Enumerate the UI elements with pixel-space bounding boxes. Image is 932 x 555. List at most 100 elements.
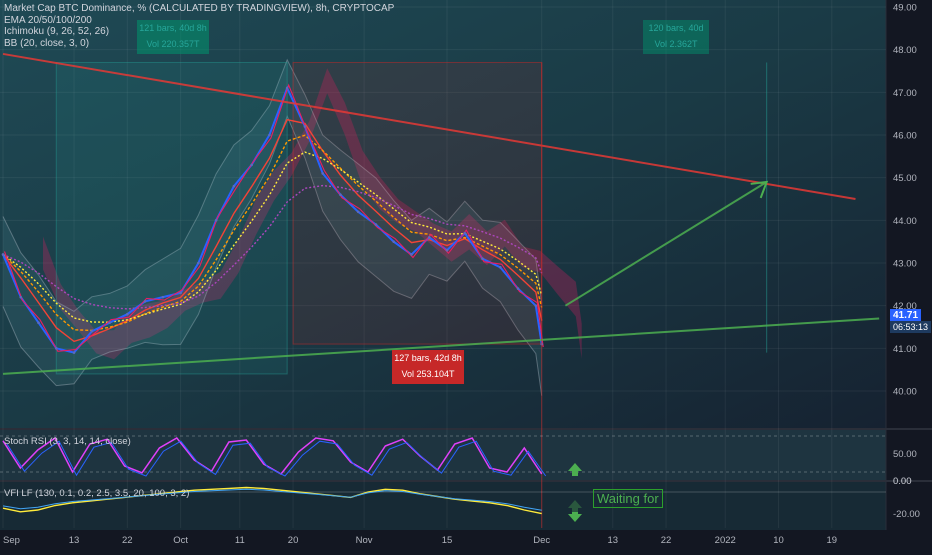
price-point (339, 193, 342, 197)
price-point (90, 329, 94, 333)
vfi-axis-tick-label: -20.00 (893, 509, 920, 520)
time-axis-tick-label: Dec (533, 535, 550, 546)
price-point (19, 295, 23, 299)
price-point (427, 236, 431, 239)
measure-box-3-vol: Vol 2.362T (654, 39, 698, 49)
price-point (463, 231, 467, 235)
ichimoku-cloud-area (43, 68, 582, 360)
vfi-pane: 0.00 -20.00 (0, 476, 920, 522)
ema-200-line (2, 184, 543, 310)
chart-title[interactable]: Market Cap BTC Dominance, % (CALCULATED … (4, 3, 395, 14)
price-point (54, 347, 58, 350)
price-point (250, 163, 253, 167)
time-axis-tick-label: Nov (356, 535, 373, 546)
measure-box-2[interactable]: 127 bars, 42d 8h Vol 253.104T (392, 350, 464, 384)
trendline-projection-arrow (564, 181, 768, 307)
measure-box-1-label: 121 bars, 40d 8h (139, 23, 207, 33)
arrow-up-icon (568, 500, 582, 513)
price-axis-tick-label: 49.00 (893, 3, 917, 14)
price-point (481, 257, 484, 261)
stoch-d-line (6, 440, 547, 477)
last-price-tag: 41.71 (890, 309, 922, 322)
price-point (410, 253, 413, 256)
price-point (197, 261, 200, 265)
time-axis-tick-label: 20 (288, 535, 299, 546)
axis-background (886, 0, 932, 550)
price-point (1, 253, 5, 256)
time-axis[interactable]: Sep 13 22 Oct 11 20 Nov 15 Dec 13 22 2022 10 19 (3, 535, 837, 546)
arrow-up-icon (568, 463, 582, 476)
price-axis-tick-label: 48.00 (893, 45, 917, 56)
arrow-down-icon (568, 512, 582, 522)
bollinger-upper (2, 58, 543, 312)
price-line-overlay (3, 83, 544, 352)
price-axis[interactable]: 49.00 48.00 47.00 46.00 45.00 44.00 43.00 42.00… (893, 3, 917, 398)
time-axis-tick-label: Oct (173, 535, 188, 546)
price-axis-tick-label: 43.00 (893, 259, 917, 270)
time-axis-tick-label: 19 (827, 535, 838, 546)
price-point (516, 287, 520, 290)
ichimoku-cloud (43, 68, 582, 360)
measure-box-2-vol: Vol 253.104T (401, 369, 455, 379)
projection-arrow-head (750, 180, 769, 199)
time-axis-tick-label: Sep (3, 535, 20, 546)
price-point (321, 172, 324, 175)
measure-box-1[interactable]: 121 bars, 40d 8h Vol 220.357T (137, 20, 209, 54)
measure-box-3[interactable]: 120 bars, 40d Vol 2.362T (643, 20, 709, 54)
indicator-ema-label[interactable]: EMA 20/50/100/200 (4, 14, 92, 26)
measure-range-1 (55, 61, 288, 375)
price-point (268, 133, 271, 137)
price-axis-tick-label: 40.00 (893, 387, 917, 398)
ema-lines (2, 118, 543, 343)
vfi-annotation[interactable]: Waiting for (593, 489, 663, 508)
time-axis-tick-label: 11 (235, 535, 245, 546)
vfi-signal-line (2, 488, 542, 511)
stoch-axis-tick-label: 50.00 (893, 449, 917, 460)
trendlines[interactable] (2, 52, 880, 528)
time-axis-tick-label: 10 (773, 535, 784, 546)
price-axis-tick-label: 42.00 (893, 301, 917, 312)
stoch-axis-tick-label: 0.00 (893, 476, 912, 487)
price-point (37, 321, 40, 325)
trendline-support (2, 317, 880, 375)
price-point (108, 321, 111, 325)
price-point (303, 125, 307, 128)
price-axis-tick-label: 45.00 (893, 173, 917, 184)
vfi-label[interactable]: VFI LF (130, 0.1, 0.2, 2.5, 3.5, 20, 100… (4, 488, 190, 499)
indicator-ichimoku-label[interactable]: Ichimoku (9, 26, 52, 26) (4, 26, 110, 37)
price-point (72, 351, 76, 354)
price-point (285, 86, 289, 90)
price-axis-tick-label: 41.00 (893, 344, 917, 355)
price-point (356, 210, 360, 214)
time-axis-tick-label: 2022 (715, 535, 736, 546)
bollinger-fill (3, 59, 542, 396)
countdown-tag: 06:53:13 (890, 321, 932, 333)
price-point (374, 223, 378, 226)
price-point (179, 291, 182, 295)
price-point (161, 295, 165, 299)
price-point (498, 265, 502, 269)
price-axis-tick-label: 47.00 (893, 88, 917, 99)
price-point (392, 240, 396, 243)
time-axis-tick-label: 13 (607, 535, 618, 546)
price-point (232, 184, 236, 188)
stoch-rsi-label[interactable]: Stoch RSI (3, 3, 14, 14, close) (4, 436, 131, 447)
price-axis-tick-label: 46.00 (893, 131, 917, 142)
time-axis-tick-label: 13 (69, 535, 80, 546)
stoch-rsi-pane: 50.00 0.00 (0, 435, 917, 487)
ema-100-line (2, 151, 543, 323)
measure-box-2-label: 127 bars, 42d 8h (394, 353, 462, 363)
measure-range-2 (292, 61, 543, 345)
stoch-k-line (2, 436, 543, 475)
ema-20-line (2, 118, 543, 343)
time-axis-tick-label: 15 (442, 535, 453, 546)
time-axis-tick-label: 22 (122, 535, 133, 546)
measure-box-3-label: 120 bars, 40d (648, 23, 704, 33)
vfi-axis-tick-label: 0.00 (893, 476, 912, 487)
indicator-bb-label[interactable]: BB (20, close, 3, 0) (4, 37, 90, 49)
chart-legend: Market Cap BTC Dominance, % (CALCULATED … (4, 3, 394, 49)
price-series (1, 83, 544, 354)
trendline-resistance (2, 52, 856, 200)
time-axis-tick-label: 22 (661, 535, 672, 546)
